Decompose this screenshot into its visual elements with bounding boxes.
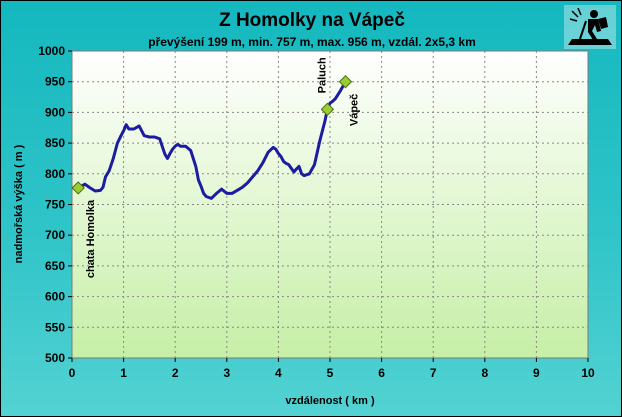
elevation-profile-line <box>76 80 347 200</box>
y-tick-label: 950 <box>45 75 65 89</box>
y-tick-label: 1000 <box>38 44 65 58</box>
y-tick-label: 800 <box>45 167 65 181</box>
waypoint-marker <box>71 181 85 195</box>
waypoint-marker <box>338 74 353 89</box>
x-tick-label: 8 <box>481 366 488 380</box>
x-tick-label: 1 <box>120 366 127 380</box>
x-tick-label: 5 <box>327 366 334 380</box>
x-tick-label: 4 <box>275 366 282 380</box>
waypoint-label: Paluch <box>316 57 328 93</box>
y-tick-label: 700 <box>45 228 65 242</box>
x-tick-label: 6 <box>378 366 385 380</box>
y-tick-label: 600 <box>45 290 65 304</box>
waypoint-label: chata Homolka <box>85 199 97 278</box>
x-tick-label: 7 <box>430 366 437 380</box>
chart-subtitle: převýšení 199 m, min. 757 m, max. 956 m,… <box>148 35 476 49</box>
x-tick-label: 3 <box>223 366 230 380</box>
x-axis-label: vzdálenost ( km ) <box>285 395 375 407</box>
y-tick-label: 650 <box>45 259 65 273</box>
x-tick-label: 2 <box>172 366 179 380</box>
waypoint-marker <box>320 102 335 117</box>
hiker-logo-icon <box>564 5 616 49</box>
y-tick-label: 500 <box>45 351 65 365</box>
y-tick-label: 850 <box>45 136 65 150</box>
x-tick-label: 0 <box>69 366 76 380</box>
y-tick-label: 900 <box>45 105 65 119</box>
x-tick-label: 9 <box>533 366 540 380</box>
x-tick-label: 10 <box>581 366 595 380</box>
waypoint-label: Vápeč <box>348 94 360 126</box>
y-tick-label: 750 <box>45 198 65 212</box>
chart-title: Z Homolky na Vápeč <box>219 10 405 31</box>
y-axis-label: nadmořská výška ( m ) <box>13 144 25 263</box>
y-tick-label: 550 <box>45 320 65 334</box>
